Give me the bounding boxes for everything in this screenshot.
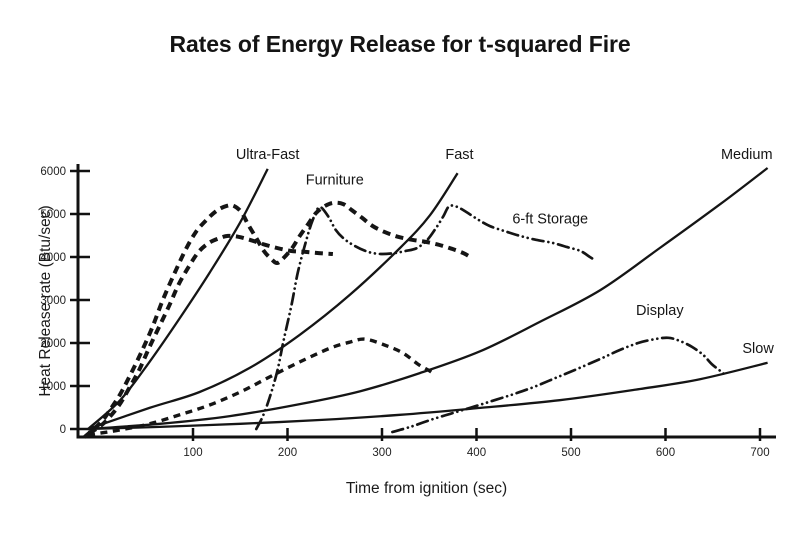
series-curve-furniture <box>82 200 473 439</box>
series-label-medium: Medium <box>721 147 773 163</box>
series-label-display: Display <box>636 303 684 319</box>
y-tick-label: 5000 <box>40 209 66 221</box>
x-tick-label: 100 <box>183 447 202 459</box>
series-label-fast: Fast <box>445 147 473 163</box>
y-tick-label: 6000 <box>40 166 66 178</box>
x-tick-label: 300 <box>372 447 391 459</box>
x-tick-label: 500 <box>561 447 580 459</box>
x-tick-label: 200 <box>278 447 297 459</box>
series-curve-storage-6ft <box>254 204 596 431</box>
series-curve-display <box>391 336 727 434</box>
axes-spines <box>76 164 776 439</box>
x-tick-label: 600 <box>656 447 675 459</box>
series-label-storage-6ft: 6-ft Storage <box>512 211 588 227</box>
series-curve-medium <box>88 167 769 431</box>
x-tick-label: 400 <box>467 447 486 459</box>
series-curve-fast <box>87 172 459 431</box>
x-axis-title: Time from ignition (sec) <box>345 480 508 497</box>
series-curve-unlabeled-dashed-a <box>87 233 334 435</box>
series-curve-slow <box>88 361 768 431</box>
series-label-furniture: Furniture <box>306 173 364 189</box>
y-tick-label: 4000 <box>40 252 66 264</box>
series-curve-unlabeled-dashed-b <box>87 337 435 437</box>
chart-title: Rates of Energy Release for t-squared Fi… <box>169 31 631 57</box>
series-label-ultra-fast: Ultra-Fast <box>236 147 300 163</box>
series-curve-ultra-fast <box>87 168 269 430</box>
y-tick-label: 0 <box>60 424 66 436</box>
y-axis-title: Heat Release rate (Btu/sec) <box>37 205 54 397</box>
y-tick-label: 3000 <box>40 295 66 307</box>
y-tick-label: 2000 <box>40 338 66 350</box>
y-tick-label: 1000 <box>40 381 66 393</box>
series-label-slow: Slow <box>742 341 774 357</box>
x-tick-label: 700 <box>750 447 769 459</box>
